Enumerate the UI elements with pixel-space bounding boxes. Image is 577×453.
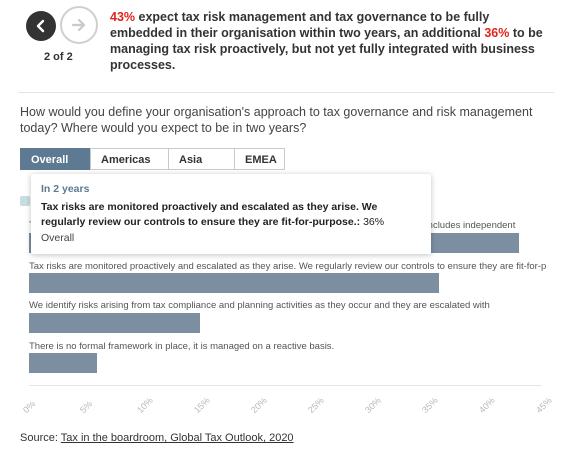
tooltip-series: Overall — [41, 232, 75, 244]
x-tick-label: 5% — [78, 398, 95, 416]
source-link[interactable]: Tax in the boardroom, Global Tax Outlook… — [60, 432, 294, 444]
slide-counter: 2 of 2 — [44, 51, 73, 63]
bar-label: Tax risks are monitored proactively and … — [29, 261, 546, 272]
headline: 43% expect tax risk management and tax g… — [110, 9, 550, 73]
headline-pct-2: 36% — [484, 26, 510, 40]
x-tick-label: 45% — [534, 395, 554, 416]
previous-button[interactable] — [26, 11, 56, 41]
bar-label: We identify risks arising from tax compl… — [29, 300, 490, 311]
question-text: How would you define your organisation's… — [20, 105, 533, 135]
bar[interactable] — [29, 313, 200, 333]
bar[interactable] — [29, 273, 440, 293]
tooltip-title: In 2 years — [41, 183, 90, 195]
tooltip-label: Tax risks are monitored proactively and … — [41, 201, 378, 228]
x-tick-label: 35% — [420, 395, 440, 416]
bar[interactable] — [29, 353, 98, 373]
x-tick-label: 20% — [249, 395, 269, 416]
tab-asia-pac[interactable]: Asia Pac — [168, 148, 235, 188]
bar-label: There is no formal framework in place, i… — [29, 341, 335, 352]
tab-overall[interactable]: Overall — [20, 148, 91, 170]
headline-pct-1: 43% — [110, 10, 136, 24]
arrow-right-icon — [71, 18, 86, 32]
x-tick-label: 15% — [192, 395, 212, 416]
x-axis — [29, 385, 542, 386]
source-line: Source: Tax in the boardroom, Global Tax… — [20, 432, 294, 444]
tooltip-body: Tax risks are monitored proactively and … — [41, 200, 421, 230]
region-tabs: Overall Americas Asia Pac EMEA — [20, 148, 285, 188]
next-button[interactable] — [60, 6, 98, 44]
x-tick-label: 40% — [477, 395, 497, 416]
divider — [18, 92, 554, 93]
tooltip-value: 36% — [360, 216, 385, 228]
tab-emea[interactable]: EMEA — [234, 148, 285, 170]
headline-text-1: expect tax risk management and tax gover… — [110, 10, 490, 40]
tab-americas[interactable]: Americas — [90, 148, 169, 170]
x-tick-label: 0% — [21, 398, 38, 416]
x-tick-label: 25% — [306, 395, 326, 416]
x-tick-label: 30% — [363, 395, 383, 416]
chart-tooltip: In 2 years Tax risks are monitored proac… — [31, 174, 431, 254]
arrow-left-icon — [36, 19, 45, 33]
legend-swatch — [20, 196, 30, 206]
headline-text-2: to be managing tax risk proactively, but… — [110, 26, 543, 72]
x-tick-label: 10% — [135, 395, 155, 416]
source-prefix: Source: — [20, 432, 61, 444]
